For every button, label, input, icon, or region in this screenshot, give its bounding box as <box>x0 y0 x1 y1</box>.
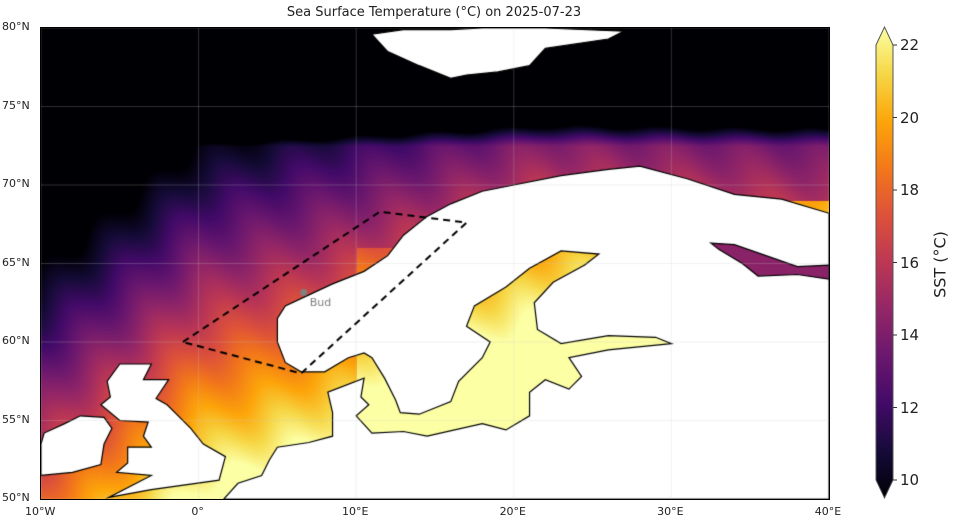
x-tick-label: 30°E <box>657 505 684 518</box>
y-tick-label: 65°N <box>2 255 30 269</box>
y-tick-label: 60°N <box>2 334 30 347</box>
colorbar-tick-label: 14 <box>900 326 920 344</box>
x-tick-label: 40°E <box>814 505 842 518</box>
colorbar-label: SST (°C) <box>930 231 950 298</box>
x-tick-label: 20°E <box>499 505 527 518</box>
x-tick-label: 10°E <box>341 505 369 518</box>
y-tick-label: 80°N <box>2 20 30 33</box>
x-tick-label: 0° <box>191 505 204 518</box>
y-tick-label: 50°N <box>2 491 30 504</box>
colorbar-tick-label: 12 <box>900 398 920 417</box>
colorbar-tick-label: 10 <box>900 471 920 489</box>
colorbar-tick-label: 18 <box>900 181 920 199</box>
y-tick-label: 70°N <box>2 177 30 190</box>
y-tick-label: 55°N <box>2 412 30 426</box>
colorbar-tick-label: 16 <box>900 253 920 272</box>
colorbar-tick-label: 20 <box>900 108 920 127</box>
colorbar <box>875 25 897 500</box>
colorbar-gradient <box>875 25 894 500</box>
y-tick-label: 75°N <box>2 98 30 112</box>
colorbar-tick-label: 22 <box>900 36 920 54</box>
x-tick-label: 10°W <box>25 505 56 518</box>
chart-title: Sea Surface Temperature (°C) on 2025-07-… <box>286 5 582 20</box>
sst-map-canvas <box>40 27 830 500</box>
